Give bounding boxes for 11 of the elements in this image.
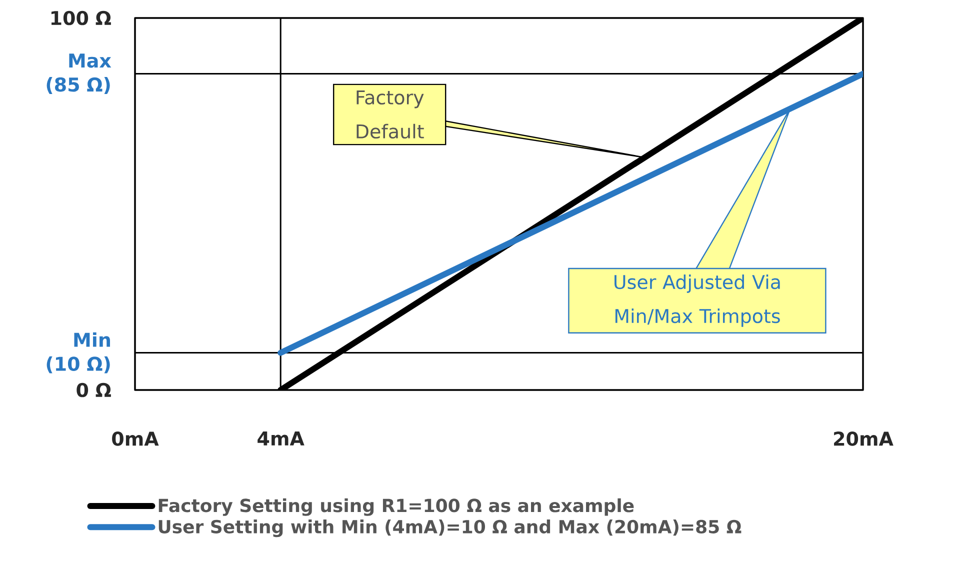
y-tick-label: 0 Ω (76, 382, 111, 398)
legend-label: User Setting with Min (4mA)=10 Ω and Max (20mA)=85 Ω (158, 520, 742, 538)
x-tick-label: 20mA (834, 432, 894, 446)
legend-label: Factory Setting using R1=100 Ω as an example (158, 498, 634, 516)
x-tick-label: 4mA (258, 432, 304, 446)
y-tick-label: Min (10 Ω) (46, 332, 110, 374)
annotation: User Adjusted Via Min/Max Trimpots (614, 274, 780, 327)
y-tick-label: Max (85 Ω) (46, 54, 112, 94)
annotation: Factory Default (356, 90, 424, 139)
x-tick-label: 0mA (112, 432, 159, 446)
y-tick-label: 100 Ω (51, 10, 111, 26)
